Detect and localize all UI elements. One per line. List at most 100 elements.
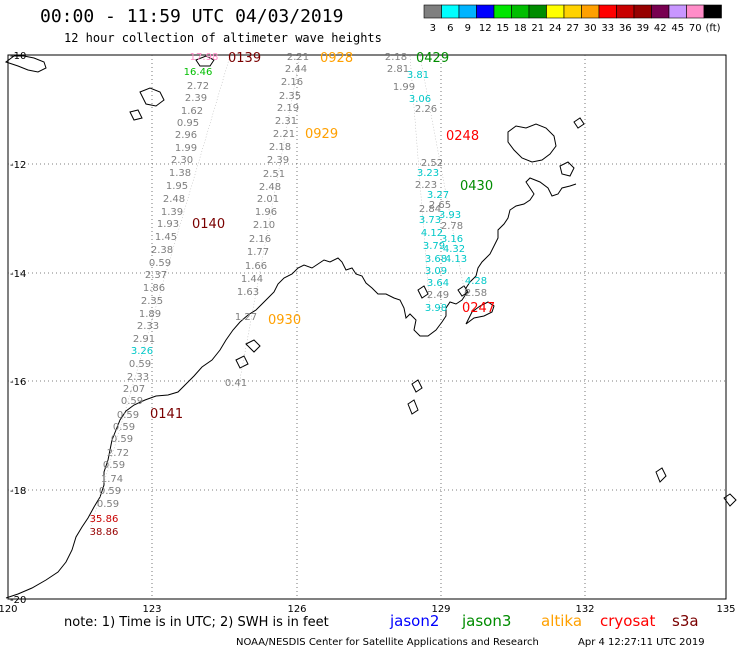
pass-time-label: 0430: [460, 179, 493, 194]
swh-value-label: 3.73: [419, 215, 441, 226]
island-timor: [4, 55, 47, 73]
swh-value-label: 2.18: [385, 52, 407, 63]
credit-text: NOAA/NESDIS Center for Satellite Applica…: [236, 637, 539, 648]
pass-time-labels: 0139 0928 0429 0929 0248 0430 0140 0930 0247 0141: [150, 51, 495, 422]
swh-value-label: 2.96: [175, 130, 197, 141]
swh-value-label: 2.72: [187, 81, 209, 92]
swh-value-label: 1.39: [161, 207, 183, 218]
swh-value-labels: 17.9816.462.722.391.620.952.961.992.301.…: [0, 0, 487, 538]
swh-value-label: 0.59: [111, 434, 133, 445]
swh-value-label: 2.23: [415, 180, 437, 191]
coastline-cape-york-tip: [465, 301, 495, 325]
swh-value-label: 1.89: [139, 309, 161, 320]
swh-value-label: 1.66: [245, 261, 267, 272]
swh-value-label: 3.23: [417, 168, 439, 179]
swh-value-label: 16.46: [184, 67, 213, 78]
pass-time-label: 0930: [268, 313, 301, 328]
satellite-legend-label: cryosat: [600, 612, 655, 630]
legend-swatch: [686, 4, 705, 19]
swh-value-label: 1.44: [241, 274, 263, 285]
swh-value-label: 3.68: [425, 254, 447, 265]
legend-swatch: [651, 4, 670, 19]
island-groote: [559, 161, 575, 177]
island-arnhem-2: [457, 285, 469, 297]
legend-label: 12: [479, 23, 492, 34]
swh-value-label: 35.86: [90, 514, 119, 525]
swh-value-label: 2.33: [127, 372, 149, 383]
swh-value-label: 2.81: [387, 64, 409, 75]
legend-swatch: [476, 4, 495, 19]
legend-label: 30: [584, 23, 597, 34]
legend-swatch: [581, 4, 600, 19]
legend-swatch: [668, 4, 687, 19]
pass-time-label: 0141: [150, 407, 183, 422]
island-east-1: [655, 467, 667, 483]
legend-label: 36: [619, 23, 632, 34]
legend-label: 18: [514, 23, 527, 34]
swh-value-label: 0.59: [113, 422, 135, 433]
swh-value-label: 1.99: [393, 82, 415, 93]
legend-swatch: [546, 4, 565, 19]
island-bathurst: [573, 117, 585, 129]
swh-value-label: 2.30: [171, 155, 193, 166]
legend-unit: (ft): [706, 23, 721, 34]
swh-value-label: 4.32: [443, 244, 465, 255]
coastline-australia: [5, 177, 577, 599]
color-legend: 3 6 9 12 15 18 21 24 27 30 33 36 39 42 45 70 (ft): [423, 4, 722, 34]
swh-value-label: 2.26: [415, 104, 437, 115]
page-title: 00:00 - 11:59 UTC 04/03/2019: [40, 6, 344, 27]
swh-value-label: 2.19: [277, 103, 299, 114]
swh-value-label: 2.35: [279, 91, 301, 102]
latitude-tick-label: -10: [10, 51, 26, 62]
pass-time-label: 0929: [305, 127, 338, 142]
swh-value-label: 2.39: [267, 155, 289, 166]
pass-time-label: 0928: [320, 51, 353, 66]
swh-value-label: 2.38: [151, 245, 173, 256]
swh-value-label: 1.74: [101, 474, 123, 485]
legend-swatch: [458, 4, 477, 19]
swh-value-label: 3.93: [439, 210, 461, 221]
legend-swatch: [423, 4, 442, 19]
island-east-2: [723, 493, 737, 507]
legend-label: 6: [447, 23, 453, 34]
satellite-tracks: [89, 55, 469, 531]
swh-value-label: 3.16: [441, 234, 463, 245]
island-tiwi: [507, 123, 557, 163]
swh-value-label: 3.98: [425, 303, 447, 314]
swh-value-label: 1.99: [175, 143, 197, 154]
coastline: [4, 55, 737, 599]
swh-value-label: 1.63: [237, 287, 259, 298]
swh-value-label: 0.59: [121, 396, 143, 407]
swh-value-label: 0.95: [177, 118, 199, 129]
legend-swatch: [563, 4, 582, 19]
satellite-legend-label: jason3: [461, 612, 511, 630]
swh-value-label: 2.16: [249, 234, 271, 245]
legend-swatch: [528, 4, 547, 19]
swh-value-label: 2.07: [123, 384, 145, 395]
pass-time-label: 0139: [228, 51, 261, 66]
pass-time-label: 0247: [462, 301, 495, 316]
swh-value-label: 2.49: [427, 290, 449, 301]
swh-value-label: 3.09: [425, 266, 447, 277]
swh-value-label: 2.48: [163, 194, 185, 205]
swh-value-label: 2.65: [429, 200, 451, 211]
swh-value-label: 4.12: [421, 228, 443, 239]
satellite-legend-label: altika: [541, 612, 582, 630]
legend-label: 15: [496, 23, 509, 34]
legend-label: 21: [531, 23, 544, 34]
swh-value-label: 1.86: [143, 283, 165, 294]
swh-value-label: 2.31: [275, 116, 297, 127]
island-melville-north: [195, 55, 215, 67]
latitude-tick-label: -18: [10, 486, 26, 497]
swh-value-label: 2.18: [269, 142, 291, 153]
island-arnhem-1: [417, 285, 429, 299]
satellite-track: [237, 55, 301, 391]
island-small-north-2: [129, 109, 143, 121]
swh-value-label: 2.10: [253, 220, 275, 231]
swh-value-label: 1.45: [155, 232, 177, 243]
swh-value-label: 1.62: [181, 106, 203, 117]
island-small-north: [139, 87, 165, 107]
swh-value-label: 3.27: [427, 190, 449, 201]
swh-value-label: 1.96: [255, 207, 277, 218]
